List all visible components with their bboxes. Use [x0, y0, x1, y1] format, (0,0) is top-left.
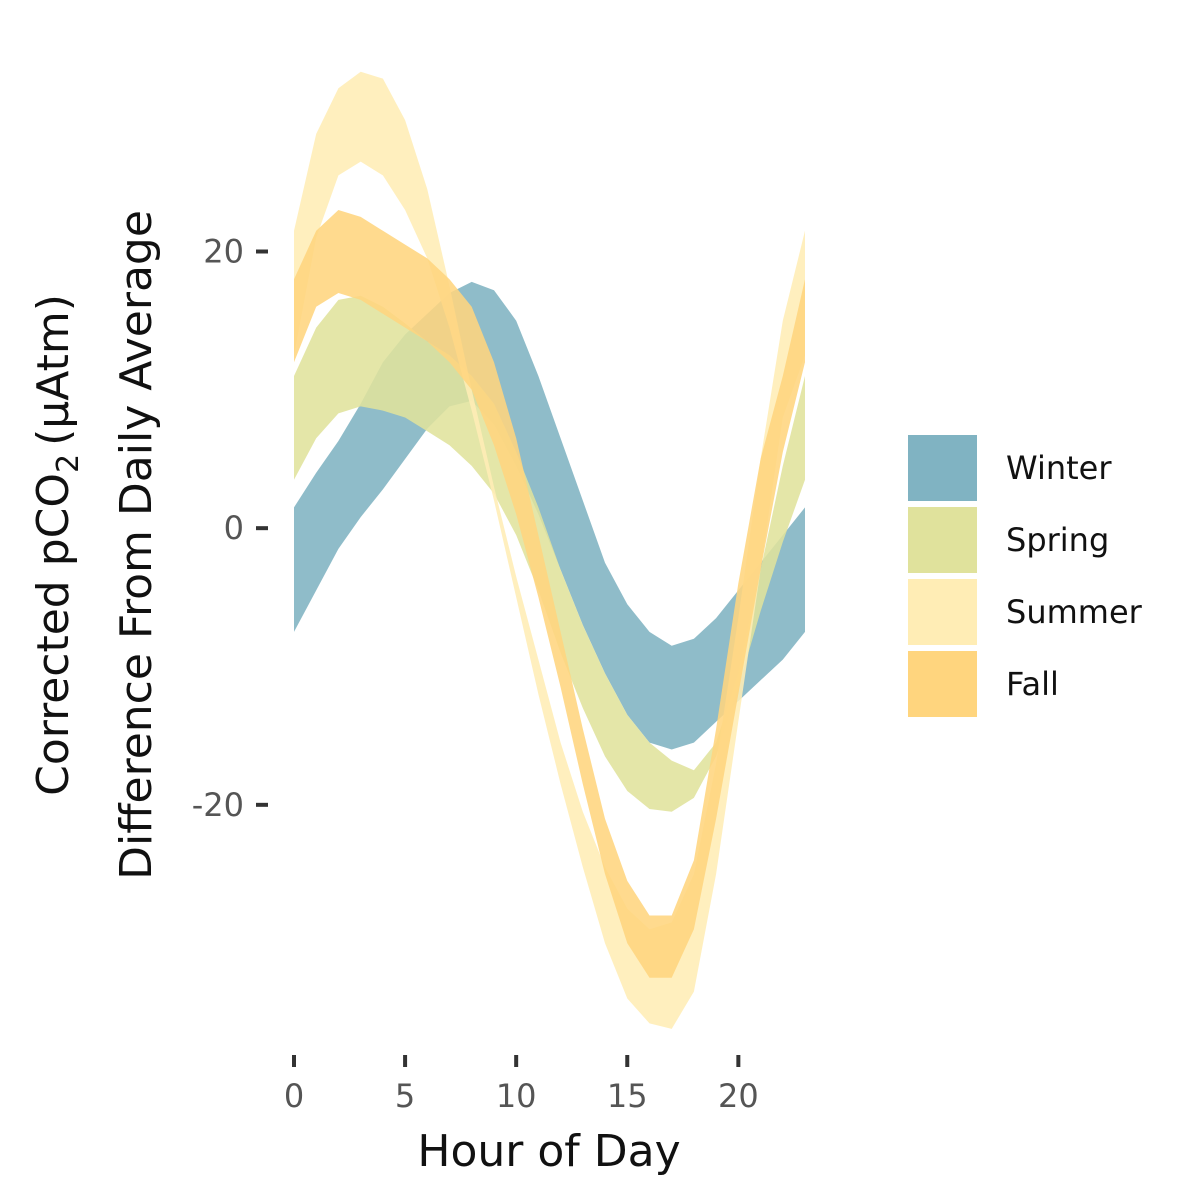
- ribbon-layer: [294, 71, 805, 1029]
- x-axis: 0 5 10 15 20: [284, 1055, 759, 1115]
- y-axis-title-subscript: 2: [51, 454, 86, 473]
- legend: Winter Spring Summer Fall: [908, 435, 1143, 717]
- legend-label-spring: Spring: [1006, 521, 1109, 559]
- ribbon-fall: [294, 210, 805, 978]
- svg-text:Corrected pCO2(μAtm): Corrected pCO2 (μAtm): [28, 294, 86, 796]
- y-axis-title: Corrected pCO2 (μAtm) Difference From Dai…: [28, 210, 162, 880]
- y-axis-title-unit: (μAtm): [28, 294, 79, 446]
- legend-swatch-fall: [908, 651, 977, 717]
- y-tick-label: -20: [192, 786, 244, 824]
- x-tick-label: 15: [607, 1077, 648, 1115]
- y-axis-title-line1: Corrected pCO: [28, 473, 79, 796]
- x-tick-label: 20: [718, 1077, 759, 1115]
- legend-label-summer: Summer: [1006, 593, 1143, 631]
- legend-label-fall: Fall: [1006, 665, 1059, 703]
- x-axis-title: Hour of Day: [417, 1126, 680, 1177]
- y-axis-title-line2: Difference From Daily Average: [111, 210, 162, 880]
- legend-swatch-summer: [908, 579, 977, 645]
- legend-swatch-spring: [908, 507, 977, 573]
- y-axis: 20 0 -20: [192, 233, 268, 824]
- x-tick-label: 0: [284, 1077, 304, 1115]
- x-tick-label: 5: [395, 1077, 415, 1115]
- legend-label-winter: Winter: [1006, 449, 1112, 487]
- x-tick-label: 10: [496, 1077, 537, 1115]
- y-tick-label: 20: [203, 233, 244, 271]
- y-tick-label: 0: [224, 509, 244, 547]
- ribbon-spring: [294, 295, 805, 812]
- ribbon-summer: [294, 71, 805, 1029]
- legend-swatch-winter: [908, 435, 977, 501]
